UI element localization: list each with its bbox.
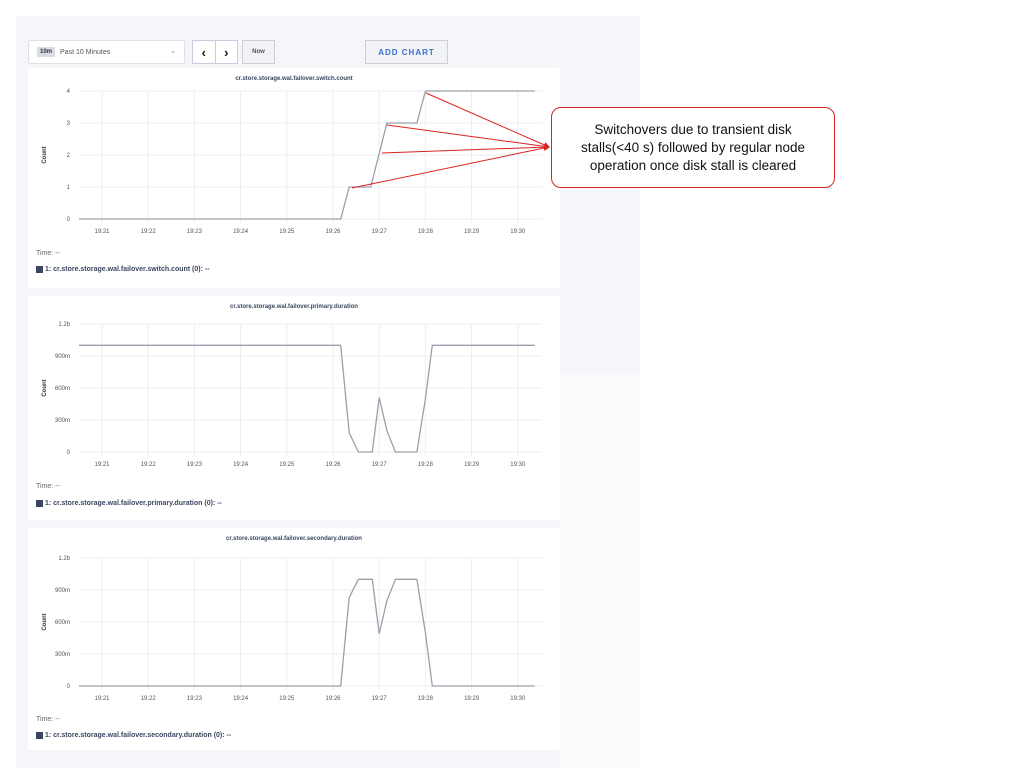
time-readout: Time: -- (36, 716, 60, 723)
x-tick-label: 19:23 (187, 696, 203, 702)
x-tick-label: 19:28 (418, 696, 434, 702)
y-tick-label: 600m (55, 620, 70, 626)
chevron-right-icon[interactable]: › (224, 44, 229, 60)
range-badge: 10m (37, 47, 56, 57)
y-tick-label: 1 (67, 185, 71, 191)
y-tick-label: 300m (55, 418, 70, 424)
x-tick-label: 19:21 (94, 462, 110, 468)
series-line (78, 90, 535, 220)
chart-title: cr.store.storage.wal.failover.primary.du… (230, 304, 358, 310)
y-tick-label: 0 (67, 450, 71, 456)
x-tick-label: 19:26 (325, 462, 341, 468)
annotation-arrow (386, 124, 550, 150)
annotation-arrow (425, 92, 550, 148)
chart-card-primary-duration: 0 300m 600m 900m 1.2b 19:21 19:22 19:23 19:24 19:… (28, 296, 560, 520)
range-label: Past 10 Minutes (60, 48, 111, 56)
chevron-left-icon[interactable]: ‹ (193, 41, 216, 63)
x-tick-label: 19:30 (510, 229, 526, 235)
time-readout: Time: -- (36, 483, 60, 490)
legend-swatch (36, 732, 43, 739)
x-tick-label: 19:28 (418, 462, 434, 468)
x-tick-label: 19:24 (233, 696, 249, 702)
y-axis-label: Count (42, 379, 48, 396)
x-tick-label: 19:23 (187, 229, 203, 235)
chart-svg: 0 300m 600m 900m 1.2b 19:21 19:22 19:23 19:24 19:… (42, 322, 542, 468)
now-button[interactable]: Now (242, 40, 275, 64)
y-tick-label: 900m (55, 354, 70, 360)
y-tick-label: 1.2b (58, 322, 70, 328)
y-tick-label: 0 (67, 217, 71, 223)
x-tick-label: 19:26 (325, 229, 341, 235)
legend-label: 1: cr.store.storage.wal.failover.switch.… (45, 266, 210, 273)
time-readout: Time: -- (36, 250, 60, 257)
x-tick-label: 19:27 (372, 696, 388, 702)
x-tick-label: 19:28 (418, 229, 434, 235)
y-axis-label: Count (42, 146, 48, 163)
annotation-arrow (351, 145, 550, 189)
legend-label: 1: cr.store.storage.wal.failover.primary… (45, 500, 222, 507)
annotation-arrow (381, 144, 550, 154)
legend-item[interactable]: 1: cr.store.storage.wal.failover.primary… (36, 500, 222, 507)
legend-swatch (36, 266, 43, 273)
x-tick-label: 19:29 (464, 696, 480, 702)
add-chart-button[interactable]: ADD CHART (365, 40, 448, 64)
y-tick-label: 2 (67, 153, 71, 159)
annotation-callout: Switchovers due to transient disk stalls… (551, 107, 835, 188)
legend-swatch (36, 500, 43, 507)
x-tick-label: 19:25 (279, 229, 295, 235)
x-tick-label: 19:26 (325, 696, 341, 702)
y-tick-label: 0 (67, 684, 71, 690)
x-tick-label: 19:24 (233, 229, 249, 235)
time-nav: ‹ › (192, 40, 238, 64)
chart-card-switch-count: 0 1 2 3 4 19:21 19:22 19:23 19:24 19:25 19:26 19:27… (28, 68, 560, 288)
y-tick-label: 600m (55, 386, 70, 392)
legend-label: 1: cr.store.storage.wal.failover.seconda… (45, 732, 232, 739)
time-range-select[interactable]: 10m Past 10 Minutes ⌄ (28, 40, 185, 64)
x-tick-label: 19:22 (141, 229, 157, 235)
x-tick-label: 19:29 (464, 462, 480, 468)
chart-title: cr.store.storage.wal.failover.secondary.… (226, 536, 362, 542)
y-tick-label: 4 (67, 89, 71, 95)
x-tick-label: 19:22 (141, 696, 157, 702)
x-tick-label: 19:22 (141, 462, 157, 468)
x-tick-label: 19:29 (464, 229, 480, 235)
x-tick-label: 19:27 (372, 229, 388, 235)
x-tick-label: 19:24 (233, 462, 249, 468)
x-tick-label: 19:27 (372, 462, 388, 468)
legend-item[interactable]: 1: cr.store.storage.wal.failover.seconda… (36, 732, 231, 739)
y-tick-label: 3 (67, 121, 71, 127)
chart-svg: 0 300m 600m 900m 1.2b 19:21 19:22 19:23 19:24 19:… (42, 556, 542, 702)
series-line (78, 344, 535, 453)
x-tick-label: 19:21 (94, 229, 110, 235)
x-tick-label: 19:30 (510, 462, 526, 468)
chart-card-secondary-duration: 0 300m 600m 900m 1.2b 19:21 19:22 19:23 19:24 19:… (28, 528, 560, 750)
y-tick-label: 300m (55, 652, 70, 658)
x-tick-label: 19:25 (279, 462, 295, 468)
x-tick-label: 19:30 (510, 696, 526, 702)
y-tick-label: 900m (55, 588, 70, 594)
panel-background (560, 375, 640, 768)
y-axis-label: Count (42, 613, 48, 630)
legend-item[interactable]: 1: cr.store.storage.wal.failover.switch.… (36, 266, 210, 273)
chevron-down-icon: ⌄ (170, 48, 176, 55)
x-tick-label: 19:23 (187, 462, 203, 468)
chart-title: cr.store.storage.wal.failover.switch.cou… (235, 76, 353, 82)
series-line (78, 578, 535, 687)
x-tick-label: 19:25 (279, 696, 295, 702)
x-tick-label: 19:21 (94, 696, 110, 702)
y-tick-label: 1.2b (58, 556, 70, 562)
